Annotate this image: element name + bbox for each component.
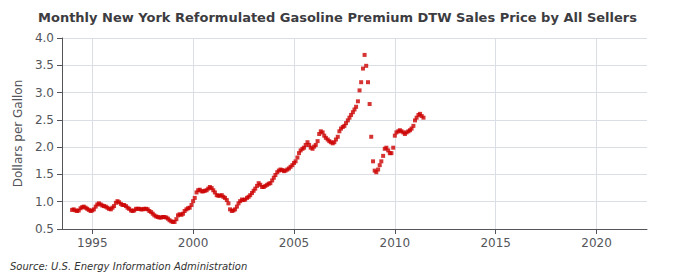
svg-text:1.5: 1.5 [35, 167, 54, 181]
svg-text:2.0: 2.0 [35, 140, 54, 154]
svg-text:1.0: 1.0 [35, 195, 54, 209]
svg-text:Dollars per Gallon: Dollars per Gallon [11, 80, 25, 188]
svg-text:0.5: 0.5 [35, 222, 54, 236]
svg-text:2015: 2015 [480, 236, 511, 250]
svg-text:Source: U.S. Energy Informatio: Source: U.S. Energy Information Administ… [10, 261, 247, 272]
svg-text:4.0: 4.0 [35, 31, 54, 45]
svg-text:3.5: 3.5 [35, 58, 54, 72]
svg-text:1995: 1995 [77, 236, 108, 250]
svg-text:2000: 2000 [178, 236, 209, 250]
svg-text:2.5: 2.5 [35, 113, 54, 127]
svg-text:2020: 2020 [581, 236, 612, 250]
svg-text:2010: 2010 [380, 236, 411, 250]
svg-text:Monthly New York Reformulated: Monthly New York Reformulated Gasoline P… [38, 10, 637, 25]
svg-text:2005: 2005 [279, 236, 310, 250]
svg-text:3.0: 3.0 [35, 86, 54, 100]
